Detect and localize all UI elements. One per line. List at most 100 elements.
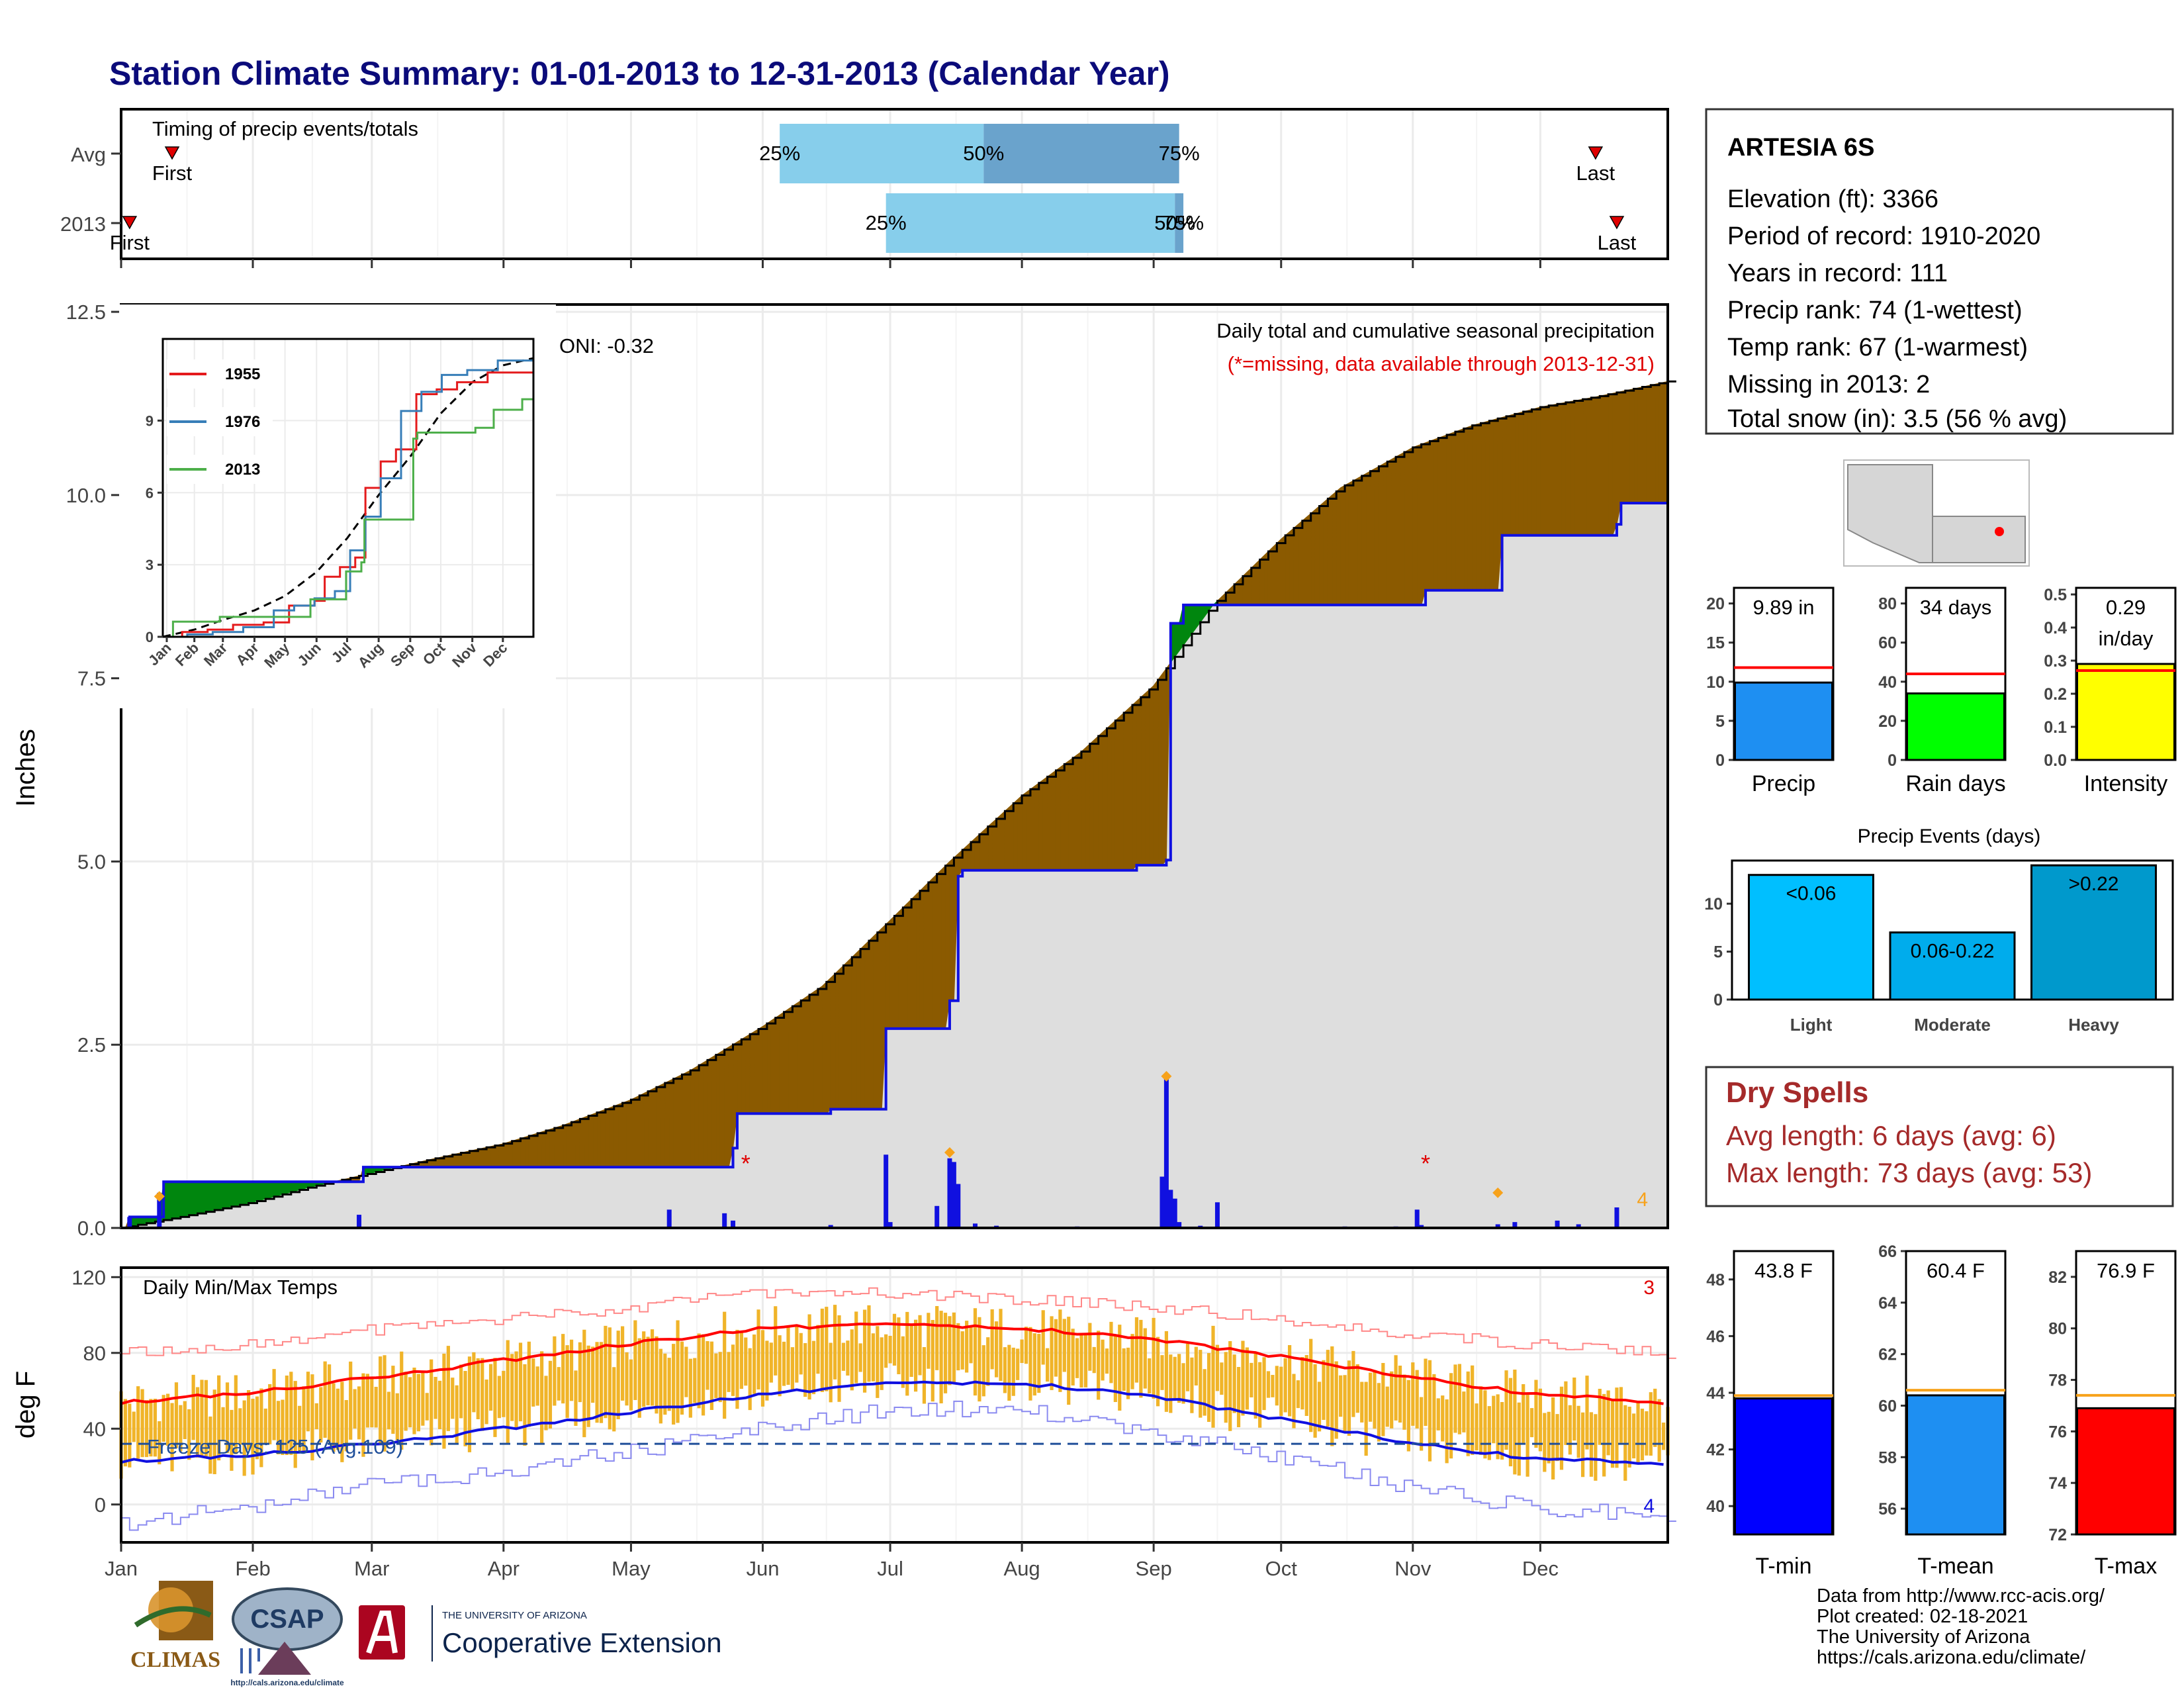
timing-first-label: First — [110, 231, 150, 254]
mini-y-tick-label: 80 — [2048, 1320, 2067, 1338]
month-tick-label: Apr — [488, 1557, 520, 1580]
daily-precip-bar — [972, 1223, 978, 1228]
mini-bar-value-label: 9.89 in — [1752, 596, 1814, 619]
mini-bar-value-label-2: in/day — [2099, 627, 2154, 650]
temp-y-tick-label: 80 — [83, 1342, 106, 1365]
month-tick-label: Aug — [1004, 1557, 1040, 1580]
month-tick-label: Jan — [105, 1557, 138, 1580]
mini-y-tick-label: 5 — [1713, 943, 1723, 962]
precip-y-tick-label: 10.0 — [66, 484, 106, 507]
station-line: Period of record: 1910-2020 — [1727, 222, 2040, 250]
month-tick-label: May — [612, 1557, 651, 1580]
temp-y-tick-label: 120 — [71, 1266, 106, 1289]
ua-logo: THE UNIVERSITY OF ARIZONA Cooperative Ex… — [359, 1605, 722, 1662]
missing-data-marker: * — [1421, 1150, 1430, 1177]
precip-events-title: Precip Events (days) — [1858, 825, 2041, 847]
footer-line: The University of Arizona — [1817, 1626, 2030, 1648]
timing-frame — [120, 108, 1669, 260]
timing-p75-label: 75% — [1159, 142, 1200, 165]
daily-precip-bar — [951, 1162, 956, 1228]
mini-y-tick-label: 0.5 — [2044, 586, 2067, 604]
mini-y-tick-label: 0 — [1715, 751, 1725, 770]
extreme-precip-marker — [1492, 1187, 1504, 1198]
inset-legend-label: 1976 — [225, 413, 260, 431]
events-plot: 0 5 10 <0.06 Light 0.06-0.22 Moderate >0.22 Heav… — [1704, 859, 2174, 1035]
mini-y-tick-label: 15 — [1706, 634, 1725, 653]
mini-y-tick-label: 60 — [1878, 634, 1897, 653]
mini-bar-chart: 0 20 40 60 80 34 days Rain days — [1878, 586, 2007, 796]
timing-p25-label: 25% — [866, 211, 907, 234]
record-max-line — [121, 1287, 1676, 1359]
mini-bar-value-label: 0.29 — [2106, 596, 2146, 619]
footer-line: Plot created: 02-18-2021 — [1817, 1606, 2028, 1627]
dry-spells-title: Dry Spells — [1726, 1076, 1868, 1109]
temp-panel: Daily Min/Max Temps Freeze Days: 125 (Av… — [11, 1266, 1676, 1580]
mini-bar-chart: 0.0 0.1 0.2 0.3 0.4 0.5 0.29 in/day Intensity — [2044, 586, 2177, 796]
mini-y-tick-label: 40 — [1706, 1497, 1725, 1516]
precip-frame — [120, 303, 1669, 1229]
station-line: Elevation (ft): 3366 — [1727, 185, 1938, 213]
footer-credits: Data from http://www.rcc-acis.org/ Plot … — [1817, 1585, 2105, 1668]
climas-logo: CLIMAS — [130, 1581, 220, 1672]
daily-precip-bar — [1214, 1202, 1220, 1228]
mini-bar-chart: 0 5 10 15 20 9.89 in Precip — [1706, 586, 1835, 796]
csap-logo-rain — [240, 1648, 260, 1673]
month-tick-label: Feb — [235, 1557, 270, 1580]
temp-count-max: 3 — [1643, 1277, 1655, 1299]
daily-precip-bar — [1419, 1225, 1424, 1228]
daily-precip-bar — [357, 1215, 362, 1228]
mini-y-tick-label: 72 — [2048, 1526, 2067, 1544]
temp-bar-chart: 40 42 44 46 48 43.8 F T-min — [1706, 1250, 1835, 1579]
mini-y-tick-label: 62 — [1878, 1346, 1897, 1364]
precip-y-tick-label: 0.0 — [77, 1217, 106, 1240]
daily-precip-bar — [887, 1222, 893, 1228]
freeze-days-label: Freeze Days: 125 (Avg:109) — [147, 1435, 403, 1458]
mini-y-tick-label: 78 — [2048, 1372, 2067, 1390]
station-box-frame — [1705, 108, 2174, 435]
timing-bar-25-50 — [886, 193, 1175, 253]
station-location-dot — [1995, 527, 2004, 536]
temp-y-tick-label: 40 — [83, 1417, 106, 1440]
daily-precip-bar — [1614, 1207, 1619, 1228]
ua-logo-top: THE UNIVERSITY OF ARIZONA — [442, 1610, 587, 1621]
inset-legend: 1955 1976 2013 — [167, 359, 273, 484]
temp-count-min: 4 — [1643, 1495, 1655, 1517]
csap-logo: CSAP http://cals.arizona.edu/climate — [230, 1587, 344, 1687]
timing-first-marker — [164, 146, 180, 160]
daily-precip-bar — [127, 1217, 132, 1228]
timing-first-marker — [122, 216, 138, 230]
average-max-line — [120, 1322, 1664, 1405]
timing-p25-label: 25% — [759, 142, 800, 165]
daily-precip-bar — [1177, 1222, 1182, 1228]
mini-y-tick-label: 82 — [2048, 1268, 2067, 1287]
daily-precip-bar — [1555, 1220, 1560, 1228]
mini-y-tick-label: 66 — [1878, 1243, 1897, 1261]
mini-y-tick-label: 0 — [1713, 991, 1723, 1009]
timing-panel-label: Timing of precip events/totals — [152, 117, 418, 140]
temp-bar-name: T-min — [1756, 1554, 1812, 1579]
mini-y-tick-label: 56 — [1878, 1500, 1897, 1519]
mini-y-tick-label: 20 — [1878, 712, 1897, 731]
precip-average-cumulative-line — [121, 380, 1676, 1229]
station-line: Temp rank: 67 (1-warmest) — [1727, 334, 2028, 361]
daily-precip-bar — [1168, 1190, 1173, 1228]
inset-y-tick-label: 9 — [146, 412, 154, 429]
temp-bar-name: T-mean — [1917, 1554, 1993, 1579]
inset-y-tick-label: 3 — [146, 557, 154, 573]
extreme-precip-marker — [1161, 1070, 1172, 1082]
station-line: Total snow (in): 3.5 (56 % avg) — [1727, 405, 2067, 433]
mini-bar-charts: 0 5 10 15 20 9.89 in Precip 0 20 40 60 80 34 days Rai… — [1706, 586, 2177, 796]
ua-logo-bottom: Cooperative Extension — [442, 1627, 722, 1658]
daily-precip-bar — [731, 1220, 736, 1228]
mini-y-tick-label: 44 — [1706, 1384, 1725, 1403]
extreme-precip-marker — [944, 1147, 955, 1158]
precip-2013-cumulative-line — [121, 502, 1668, 1229]
temp-bar-chart: 56 58 60 62 64 66 60.4 F T-mean — [1878, 1243, 2007, 1579]
ua-logo-divider — [432, 1605, 433, 1662]
inset-y-tick-label: 0 — [146, 629, 154, 645]
daily-precip-bar — [666, 1209, 672, 1228]
mini-bar-name: Intensity — [2084, 771, 2168, 796]
inset-frame — [161, 338, 535, 638]
